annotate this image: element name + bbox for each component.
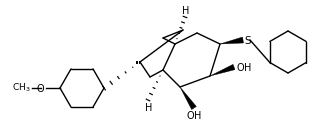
Text: $\mathregular{CH_3}$: $\mathregular{CH_3}$ [12,82,31,94]
Text: $\mathregular{H}$: $\mathregular{H}$ [181,4,189,16]
Text: $\mathregular{O}$: $\mathregular{O}$ [36,82,45,94]
Polygon shape [210,64,235,76]
Text: $\mathregular{OH}$: $\mathregular{OH}$ [186,109,202,121]
Polygon shape [180,87,196,110]
Polygon shape [220,37,244,44]
Text: $\mathregular{S}$: $\mathregular{S}$ [244,34,252,46]
Text: $\mathregular{OH}$: $\mathregular{OH}$ [236,61,252,73]
Text: $\mathregular{H}$: $\mathregular{H}$ [144,101,152,113]
